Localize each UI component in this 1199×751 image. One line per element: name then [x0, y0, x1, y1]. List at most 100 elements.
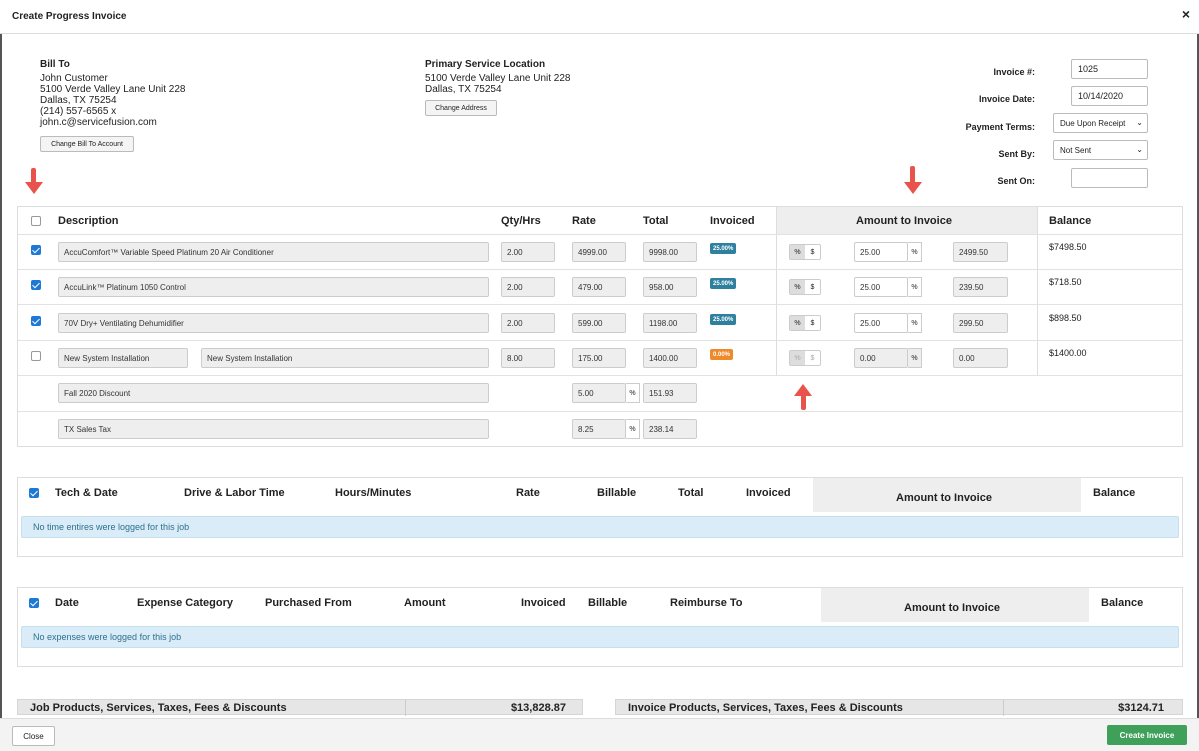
divider	[18, 340, 1182, 341]
close-icon[interactable]: ×	[1181, 6, 1190, 22]
invoice-summary-label: Invoice Products, Services, Taxes, Fees …	[628, 702, 903, 714]
invoice-date-input[interactable]: 10/14/2020	[1071, 86, 1148, 106]
line-description[interactable]: New System Installation	[58, 348, 188, 368]
line-description[interactable]: AccuComfort™ Variable Speed Platinum 20 …	[58, 242, 489, 262]
select-all-checkbox[interactable]	[31, 216, 41, 226]
annotation-arrow-up-icon	[794, 384, 812, 396]
line-qty[interactable]: 2.00	[501, 242, 555, 262]
percent-dollar-toggle[interactable]: % $	[789, 244, 821, 260]
percent-option[interactable]: %	[790, 280, 805, 294]
expenses-table	[17, 587, 1183, 667]
purchased-from-header: Purchased From	[265, 597, 352, 609]
hours-minutes-header: Hours/Minutes	[335, 487, 412, 499]
discount-name[interactable]: Fall 2020 Discount	[58, 383, 489, 403]
amount-to-invoice-header: Amount to Invoice	[856, 215, 952, 227]
labor-billable-header: Billable	[597, 487, 637, 499]
dollar-option[interactable]: $	[810, 283, 815, 291]
line-description-secondary[interactable]: New System Installation	[201, 348, 489, 368]
sent-by-select[interactable]: Not Sent ⌄	[1053, 140, 1148, 160]
modal-footer: Close Create Invoice	[0, 718, 1199, 751]
create-invoice-button[interactable]: Create Invoice	[1107, 725, 1187, 745]
line-qty[interactable]: 2.00	[501, 277, 555, 297]
percent-option[interactable]: %	[790, 316, 805, 330]
sent-by-label: Sent By:	[998, 149, 1035, 159]
window-frame-right	[1197, 0, 1199, 751]
amount-header-bg	[777, 207, 1037, 234]
products-table	[17, 206, 1183, 447]
expense-balance-header: Balance	[1101, 597, 1144, 609]
tax-name[interactable]: TX Sales Tax	[58, 419, 489, 439]
annotation-arrow-stem	[910, 166, 915, 184]
line-total: 1198.00	[643, 313, 697, 333]
tax-rate[interactable]: 8.25	[572, 419, 626, 439]
divider	[776, 207, 777, 375]
row-balance: $7498.50	[1049, 242, 1087, 252]
amount-input[interactable]: 0.00	[854, 348, 908, 368]
payment-terms-select[interactable]: Due Upon Receipt ⌄	[1053, 113, 1148, 133]
job-summary-label: Job Products, Services, Taxes, Fees & Di…	[30, 702, 287, 714]
amount-input[interactable]: 25.00	[854, 313, 908, 333]
labor-select-all-checkbox[interactable]	[29, 488, 39, 498]
service-location-city: Dallas, TX 75254	[425, 84, 502, 95]
close-button[interactable]: Close	[12, 726, 55, 746]
amount-value: 299.50	[953, 313, 1008, 333]
service-location-address: 5100 Verde Valley Lane Unit 228	[425, 73, 571, 84]
invoiced-badge: 25.00%	[710, 278, 737, 289]
line-description[interactable]: AccuLink™ Platinum 1050 Control	[58, 277, 489, 297]
amount-value: 239.50	[953, 277, 1008, 297]
invoiced-badge: 25.00%	[710, 314, 737, 325]
annotation-arrow-stem	[801, 395, 806, 410]
amount-unit: %	[908, 348, 922, 368]
line-rate[interactable]: 175.00	[572, 348, 626, 368]
modal-title: Create Progress Invoice	[12, 11, 127, 22]
line-description[interactable]: 70V Dry+ Ventilating Dehumidifier	[58, 313, 489, 333]
change-address-button[interactable]: Change Address	[425, 100, 497, 116]
labor-invoiced-header: Invoiced	[746, 487, 791, 499]
payment-terms-value: Due Upon Receipt	[1060, 118, 1126, 128]
percent-dollar-toggle[interactable]: % $	[789, 350, 821, 366]
window-frame-left	[0, 0, 2, 751]
divider	[405, 700, 406, 716]
modal-header: Create Progress Invoice ×	[0, 0, 1199, 34]
row-checkbox[interactable]	[31, 316, 41, 326]
change-bill-to-button[interactable]: Change Bill To Account	[40, 136, 134, 152]
bill-to-city: Dallas, TX 75254	[40, 95, 117, 106]
divider	[18, 234, 1182, 235]
dollar-option[interactable]: $	[810, 319, 815, 327]
dollar-option[interactable]: $	[810, 248, 815, 256]
expenses-select-all-checkbox[interactable]	[29, 598, 39, 608]
line-rate[interactable]: 4999.00	[572, 242, 626, 262]
qty-header: Qty/Hrs	[501, 215, 541, 227]
invoice-summary-bar: Invoice Products, Services, Taxes, Fees …	[615, 699, 1183, 716]
labor-table	[17, 477, 1183, 557]
line-rate[interactable]: 599.00	[572, 313, 626, 333]
amount-header-bg	[821, 588, 1089, 622]
row-checkbox[interactable]	[31, 245, 41, 255]
bill-to-phone: (214) 557-6565 x	[40, 106, 117, 117]
invoice-number-input[interactable]: 1025	[1071, 59, 1148, 79]
line-total: 958.00	[643, 277, 697, 297]
amount-unit: %	[908, 242, 922, 262]
discount-rate[interactable]: 5.00	[572, 383, 626, 403]
job-summary-bar: Job Products, Services, Taxes, Fees & Di…	[17, 699, 583, 716]
divider	[1037, 207, 1038, 375]
annotation-arrow-stem	[31, 168, 36, 184]
line-qty[interactable]: 8.00	[501, 348, 555, 368]
amount-input[interactable]: 25.00	[854, 277, 908, 297]
divider	[1003, 700, 1004, 716]
row-checkbox[interactable]	[31, 280, 41, 290]
percent-option[interactable]: %	[790, 351, 805, 365]
percent-option[interactable]: %	[790, 245, 805, 259]
percent-dollar-toggle[interactable]: % $	[789, 315, 821, 331]
amount-input[interactable]: 25.00	[854, 242, 908, 262]
sent-on-input[interactable]	[1071, 168, 1148, 188]
line-rate[interactable]: 479.00	[572, 277, 626, 297]
sent-by-value: Not Sent	[1060, 145, 1092, 155]
dollar-option[interactable]: $	[810, 354, 815, 362]
row-balance: $1400.00	[1049, 348, 1087, 358]
percent-dollar-toggle[interactable]: % $	[789, 279, 821, 295]
line-qty[interactable]: 2.00	[501, 313, 555, 333]
invoiced-badge: 0.00%	[710, 349, 734, 360]
row-checkbox[interactable]	[31, 351, 41, 361]
sent-on-label: Sent On:	[997, 176, 1036, 186]
